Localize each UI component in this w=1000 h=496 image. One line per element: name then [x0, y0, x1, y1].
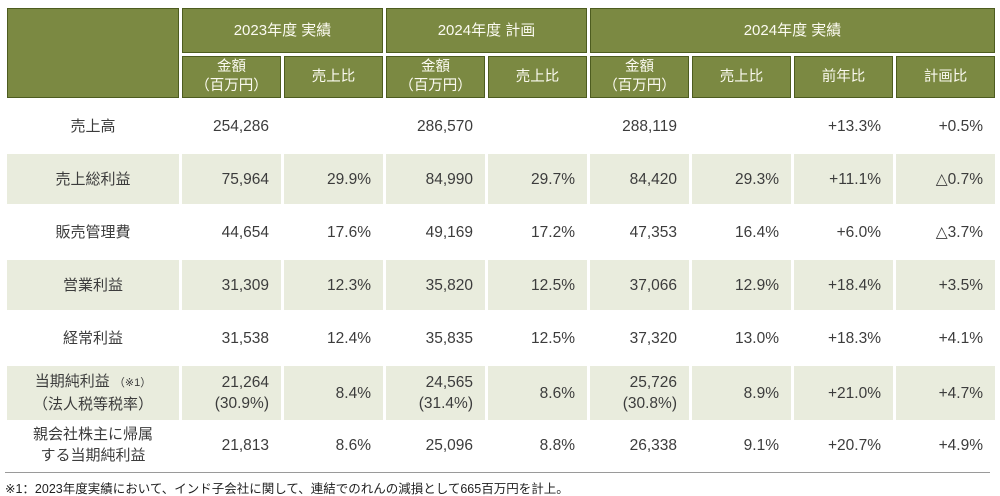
net-income-parent-vs-plan: +4.9%	[896, 423, 995, 467]
financial-results-table: 2023年度 実績 2024年度 計画 2024年度 実績 金額 （百万円） 売…	[4, 5, 998, 470]
subheader-2024plan-amount: 金額 （百万円）	[386, 56, 485, 98]
subheader-2024actual-sales-ratio: 売上比	[692, 56, 791, 98]
gross-profit-2024plan-amount: 84,990	[386, 154, 485, 204]
sales-yoy: +13.3%	[794, 101, 893, 151]
row-label-sales: 売上高	[7, 101, 179, 151]
sales-2023-ratio	[284, 101, 383, 151]
net-income-parent-label-line2: する当期純利益	[40, 447, 146, 464]
operating-income-2024plan-amount: 35,820	[386, 260, 485, 310]
subheader-2023-sales-ratio: 売上比	[284, 56, 383, 98]
sga-2024plan-amount: 49,169	[386, 207, 485, 257]
sales-2024plan-amount: 286,570	[386, 101, 485, 151]
table-row-net-income-parent: 親会社株主に帰属 する当期純利益 21,813 8.6% 25,096 8.8%…	[7, 423, 995, 467]
corner-cell	[7, 8, 179, 98]
sga-2024actual-ratio: 16.4%	[692, 207, 791, 257]
net-income-2023-ratio: 8.4%	[284, 366, 383, 420]
net-income-2024actual-ratio: 8.9%	[692, 366, 791, 420]
row-label-sga: 販売管理費	[7, 207, 179, 257]
row-label-gross-profit: 売上総利益	[7, 154, 179, 204]
table-row-sga: 販売管理費 44,654 17.6% 49,169 17.2% 47,353 1…	[7, 207, 995, 257]
subheader-yoy: 前年比	[794, 56, 893, 98]
net-income-parent-yoy: +20.7%	[794, 423, 893, 467]
group-header-2024-actual: 2024年度 実績	[590, 8, 995, 53]
group-header-2023-actual: 2023年度 実績	[182, 8, 383, 53]
subheader-2024actual-amount: 金額 （百万円）	[590, 56, 689, 98]
gross-profit-2023-amount: 75,964	[182, 154, 281, 204]
sga-2023-ratio: 17.6%	[284, 207, 383, 257]
amount-label: 金額	[217, 59, 246, 75]
ordinary-income-2024plan-amount: 35,835	[386, 313, 485, 363]
sga-yoy: +6.0%	[794, 207, 893, 257]
subheader-2024plan-sales-ratio: 売上比	[488, 56, 587, 98]
ordinary-income-2023-amount: 31,538	[182, 313, 281, 363]
sga-2023-amount: 44,654	[182, 207, 281, 257]
sales-2024plan-ratio	[488, 101, 587, 151]
sales-2023-amount: 254,286	[182, 101, 281, 151]
net-income-2023-tax-rate: (30.9%)	[214, 395, 269, 412]
ordinary-income-2024actual-ratio: 13.0%	[692, 313, 791, 363]
net-income-2024plan-ratio: 8.6%	[488, 366, 587, 420]
sales-vs-plan: +0.5%	[896, 101, 995, 151]
amount-unit-label: （百万円）	[603, 78, 676, 94]
amount-label: 金額	[421, 59, 450, 75]
net-income-parent-2023-ratio: 8.6%	[284, 423, 383, 467]
gross-profit-2024actual-ratio: 29.3%	[692, 154, 791, 204]
net-income-2024plan-tax-rate: (31.4%)	[418, 395, 473, 412]
ordinary-income-yoy: +18.3%	[794, 313, 893, 363]
gross-profit-yoy: +11.1%	[794, 154, 893, 204]
sga-2024plan-ratio: 17.2%	[488, 207, 587, 257]
gross-profit-2024plan-ratio: 29.7%	[488, 154, 587, 204]
net-income-parent-label-line1: 親会社株主に帰属	[32, 426, 153, 443]
footnote: ※1：2023年度実績において、インド子会社に関して、連結でのれんの減損として6…	[5, 472, 990, 496]
net-income-parent-2024actual-amount: 26,338	[590, 423, 689, 467]
table-row-operating-income: 営業利益 31,309 12.3% 35,820 12.5% 37,066 12…	[7, 260, 995, 310]
subheader-vs-plan: 計画比	[896, 56, 995, 98]
row-label-ordinary-income: 経常利益	[7, 313, 179, 363]
table-row-ordinary-income: 経常利益 31,538 12.4% 35,835 12.5% 37,320 13…	[7, 313, 995, 363]
subheader-2023-amount: 金額 （百万円）	[182, 56, 281, 98]
note-ref: （※1）	[113, 377, 152, 389]
table-row-net-income: 当期純利益 （※1） （法人税等税率） 21,264 (30.9%) 8.4% …	[7, 366, 995, 420]
net-income-2023-amount: 21,264 (30.9%)	[182, 366, 281, 420]
net-income-label-line2: （法人税等税率）	[32, 396, 153, 413]
table-row-sales: 売上高 254,286 286,570 288,119 +13.3% +0.5%	[7, 101, 995, 151]
group-header-2024-plan: 2024年度 計画	[386, 8, 587, 53]
net-income-parent-2024plan-amount: 25,096	[386, 423, 485, 467]
net-income-2024actual-tax-rate: (30.8%)	[622, 395, 677, 412]
amount-unit-label: （百万円）	[399, 78, 472, 94]
net-income-parent-2023-amount: 21,813	[182, 423, 281, 467]
sga-vs-plan: △3.7%	[896, 207, 995, 257]
operating-income-2024plan-ratio: 12.5%	[488, 260, 587, 310]
ordinary-income-2024plan-ratio: 12.5%	[488, 313, 587, 363]
net-income-label-line1: 当期純利益 （※1）	[34, 373, 152, 390]
gross-profit-vs-plan: △0.7%	[896, 154, 995, 204]
operating-income-vs-plan: +3.5%	[896, 260, 995, 310]
net-income-yoy: +21.0%	[794, 366, 893, 420]
net-income-parent-2024plan-ratio: 8.8%	[488, 423, 587, 467]
net-income-vs-plan: +4.7%	[896, 366, 995, 420]
net-income-2024plan-amount: 24,565 (31.4%)	[386, 366, 485, 420]
amount-label: 金額	[625, 59, 654, 75]
net-income-2024actual-amount: 25,726 (30.8%)	[590, 366, 689, 420]
sga-2024actual-amount: 47,353	[590, 207, 689, 257]
sales-2024actual-amount: 288,119	[590, 101, 689, 151]
sales-2024actual-ratio	[692, 101, 791, 151]
operating-income-2024actual-ratio: 12.9%	[692, 260, 791, 310]
operating-income-yoy: +18.4%	[794, 260, 893, 310]
ordinary-income-vs-plan: +4.1%	[896, 313, 995, 363]
net-income-parent-2024actual-ratio: 9.1%	[692, 423, 791, 467]
gross-profit-2024actual-amount: 84,420	[590, 154, 689, 204]
operating-income-2024actual-amount: 37,066	[590, 260, 689, 310]
gross-profit-2023-ratio: 29.9%	[284, 154, 383, 204]
amount-unit-label: （百万円）	[195, 78, 268, 94]
row-label-net-income: 当期純利益 （※1） （法人税等税率）	[7, 366, 179, 420]
ordinary-income-2023-ratio: 12.4%	[284, 313, 383, 363]
row-label-net-income-parent: 親会社株主に帰属 する当期純利益	[7, 423, 179, 467]
ordinary-income-2024actual-amount: 37,320	[590, 313, 689, 363]
operating-income-2023-amount: 31,309	[182, 260, 281, 310]
operating-income-2023-ratio: 12.3%	[284, 260, 383, 310]
table-row-gross-profit: 売上総利益 75,964 29.9% 84,990 29.7% 84,420 2…	[7, 154, 995, 204]
row-label-operating-income: 営業利益	[7, 260, 179, 310]
